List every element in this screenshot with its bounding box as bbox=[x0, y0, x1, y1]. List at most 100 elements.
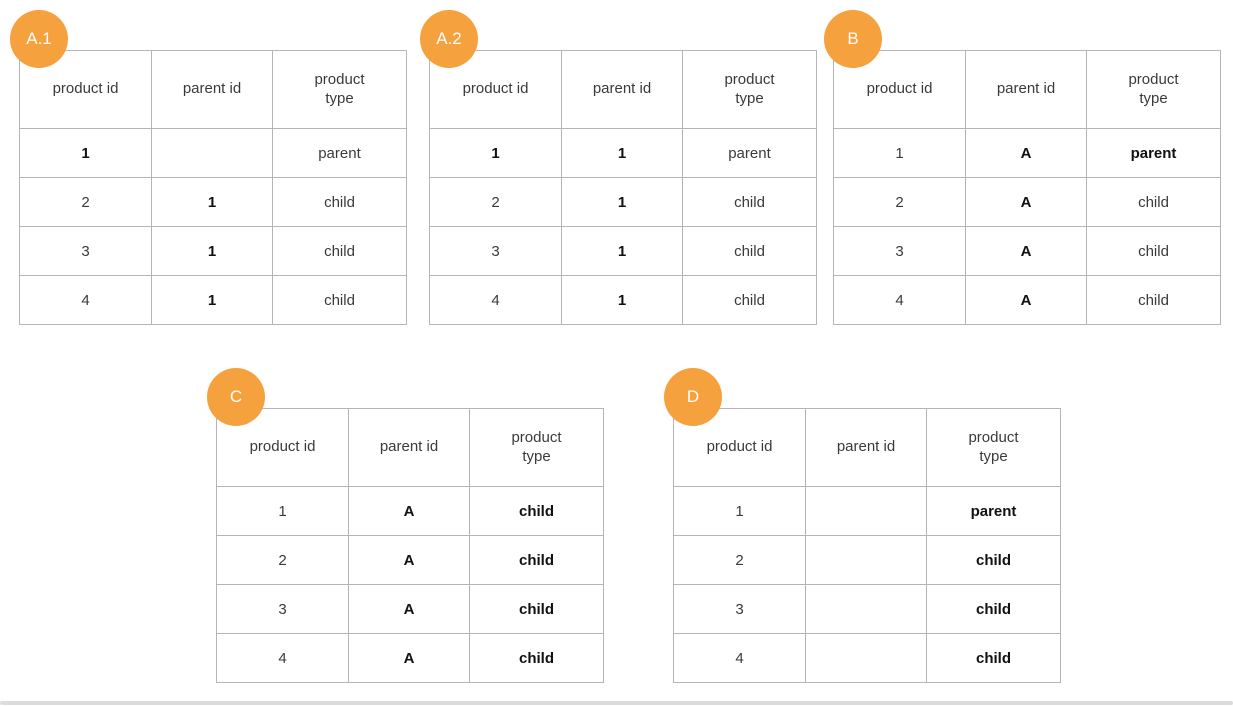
product-table-d: product id parent id product type 1 pare… bbox=[673, 408, 1061, 683]
cell-product-id: 3 bbox=[833, 226, 966, 276]
cell-product-id: 4 bbox=[429, 275, 562, 325]
cell-parent-id: 1 bbox=[151, 275, 273, 325]
cell-product-id: 1 bbox=[429, 128, 562, 178]
cell-product-id: 3 bbox=[19, 226, 152, 276]
cell-product-type: child bbox=[926, 584, 1061, 634]
cell-parent-id: 1 bbox=[561, 226, 683, 276]
cell-product-type: child bbox=[272, 275, 407, 325]
cell-product-type: child bbox=[272, 226, 407, 276]
cell-product-type: child bbox=[272, 177, 407, 227]
cell-product-id: 3 bbox=[216, 584, 349, 634]
table-row: 3 1 child bbox=[19, 226, 407, 276]
cell-product-id: 4 bbox=[216, 633, 349, 683]
cell-product-id: 2 bbox=[833, 177, 966, 227]
cell-parent-id bbox=[805, 633, 927, 683]
cell-product-type: child bbox=[469, 535, 604, 585]
cell-product-type: parent bbox=[926, 486, 1061, 536]
table-row: 2 A child bbox=[833, 177, 1221, 227]
cell-product-type: child bbox=[1086, 226, 1221, 276]
cell-parent-id: 1 bbox=[151, 177, 273, 227]
cell-parent-id: A bbox=[965, 275, 1087, 325]
cell-product-id: 2 bbox=[19, 177, 152, 227]
table-row: 1 1 parent bbox=[429, 128, 817, 178]
cell-product-id: 4 bbox=[19, 275, 152, 325]
cell-product-id: 3 bbox=[429, 226, 562, 276]
column-header-product-type: product type bbox=[469, 408, 604, 487]
column-header-product-type: product type bbox=[926, 408, 1061, 487]
cell-parent-id: 1 bbox=[561, 177, 683, 227]
cell-product-type: child bbox=[682, 177, 817, 227]
cell-product-id: 3 bbox=[673, 584, 806, 634]
column-header-parent-id: parent id bbox=[965, 50, 1087, 129]
table-row: 3 child bbox=[673, 584, 1061, 634]
table-row: 3 1 child bbox=[429, 226, 817, 276]
cell-parent-id bbox=[805, 486, 927, 536]
table-row: 1 parent bbox=[19, 128, 407, 178]
cell-product-type: child bbox=[926, 535, 1061, 585]
cell-product-type: child bbox=[1086, 275, 1221, 325]
cell-product-type: parent bbox=[682, 128, 817, 178]
table-row: 2 A child bbox=[216, 535, 604, 585]
product-table-a1: product id parent id product type 1 pare… bbox=[19, 50, 407, 325]
cell-parent-id: 1 bbox=[151, 226, 273, 276]
cell-product-id: 1 bbox=[19, 128, 152, 178]
label-badge-c: C bbox=[207, 368, 265, 426]
cell-product-type: child bbox=[469, 486, 604, 536]
table-group-d: D product id parent id product type 1 pa… bbox=[664, 368, 1061, 683]
cell-product-type: child bbox=[469, 584, 604, 634]
cell-product-id: 2 bbox=[673, 535, 806, 585]
table-group-a1: A.1 product id parent id product type 1 … bbox=[10, 10, 407, 325]
product-table-b: product id parent id product type 1 A pa… bbox=[833, 50, 1221, 325]
cell-parent-id: A bbox=[965, 177, 1087, 227]
table-group-a2: A.2 product id parent id product type 1 … bbox=[420, 10, 817, 325]
cell-parent-id: A bbox=[348, 486, 470, 536]
header-row: product id parent id product type bbox=[833, 50, 1221, 129]
cell-product-id: 1 bbox=[673, 486, 806, 536]
cell-parent-id: A bbox=[965, 226, 1087, 276]
table-row: 2 1 child bbox=[19, 177, 407, 227]
cell-parent-id bbox=[805, 584, 927, 634]
header-row: product id parent id product type bbox=[216, 408, 604, 487]
cell-product-type: child bbox=[469, 633, 604, 683]
label-badge-a2: A.2 bbox=[420, 10, 478, 68]
cell-product-type: parent bbox=[1086, 128, 1221, 178]
product-table-a2: product id parent id product type 1 1 pa… bbox=[429, 50, 817, 325]
table-row: 3 A child bbox=[833, 226, 1221, 276]
cell-product-id: 4 bbox=[673, 633, 806, 683]
cell-product-id: 1 bbox=[216, 486, 349, 536]
column-header-product-type: product type bbox=[272, 50, 407, 129]
column-header-product-id: product id bbox=[673, 408, 806, 487]
cell-product-type: child bbox=[1086, 177, 1221, 227]
table-row: 2 child bbox=[673, 535, 1061, 585]
cell-product-type: parent bbox=[272, 128, 407, 178]
product-table-c: product id parent id product type 1 A ch… bbox=[216, 408, 604, 683]
column-header-parent-id: parent id bbox=[805, 408, 927, 487]
column-header-parent-id: parent id bbox=[348, 408, 470, 487]
header-row: product id parent id product type bbox=[19, 50, 407, 129]
table-row: 4 A child bbox=[833, 275, 1221, 325]
table-row: 2 1 child bbox=[429, 177, 817, 227]
cell-parent-id: A bbox=[348, 535, 470, 585]
table-row: 1 A child bbox=[216, 486, 604, 536]
cell-parent-id bbox=[805, 535, 927, 585]
cell-parent-id: 1 bbox=[561, 128, 683, 178]
column-header-parent-id: parent id bbox=[151, 50, 273, 129]
column-header-parent-id: parent id bbox=[561, 50, 683, 129]
table-row: 1 A parent bbox=[833, 128, 1221, 178]
cell-product-type: child bbox=[682, 226, 817, 276]
cell-product-type: child bbox=[926, 633, 1061, 683]
cell-product-type: child bbox=[682, 275, 817, 325]
column-header-product-type: product type bbox=[682, 50, 817, 129]
cell-product-id: 4 bbox=[833, 275, 966, 325]
page-bottom-edge bbox=[0, 701, 1233, 705]
label-badge-d: D bbox=[664, 368, 722, 426]
cell-parent-id: A bbox=[348, 584, 470, 634]
cell-parent-id: A bbox=[348, 633, 470, 683]
table-row: 1 parent bbox=[673, 486, 1061, 536]
cell-product-id: 2 bbox=[216, 535, 349, 585]
label-badge-a1: A.1 bbox=[10, 10, 68, 68]
header-row: product id parent id product type bbox=[429, 50, 817, 129]
table-row: 3 A child bbox=[216, 584, 604, 634]
cell-product-id: 1 bbox=[833, 128, 966, 178]
header-row: product id parent id product type bbox=[673, 408, 1061, 487]
